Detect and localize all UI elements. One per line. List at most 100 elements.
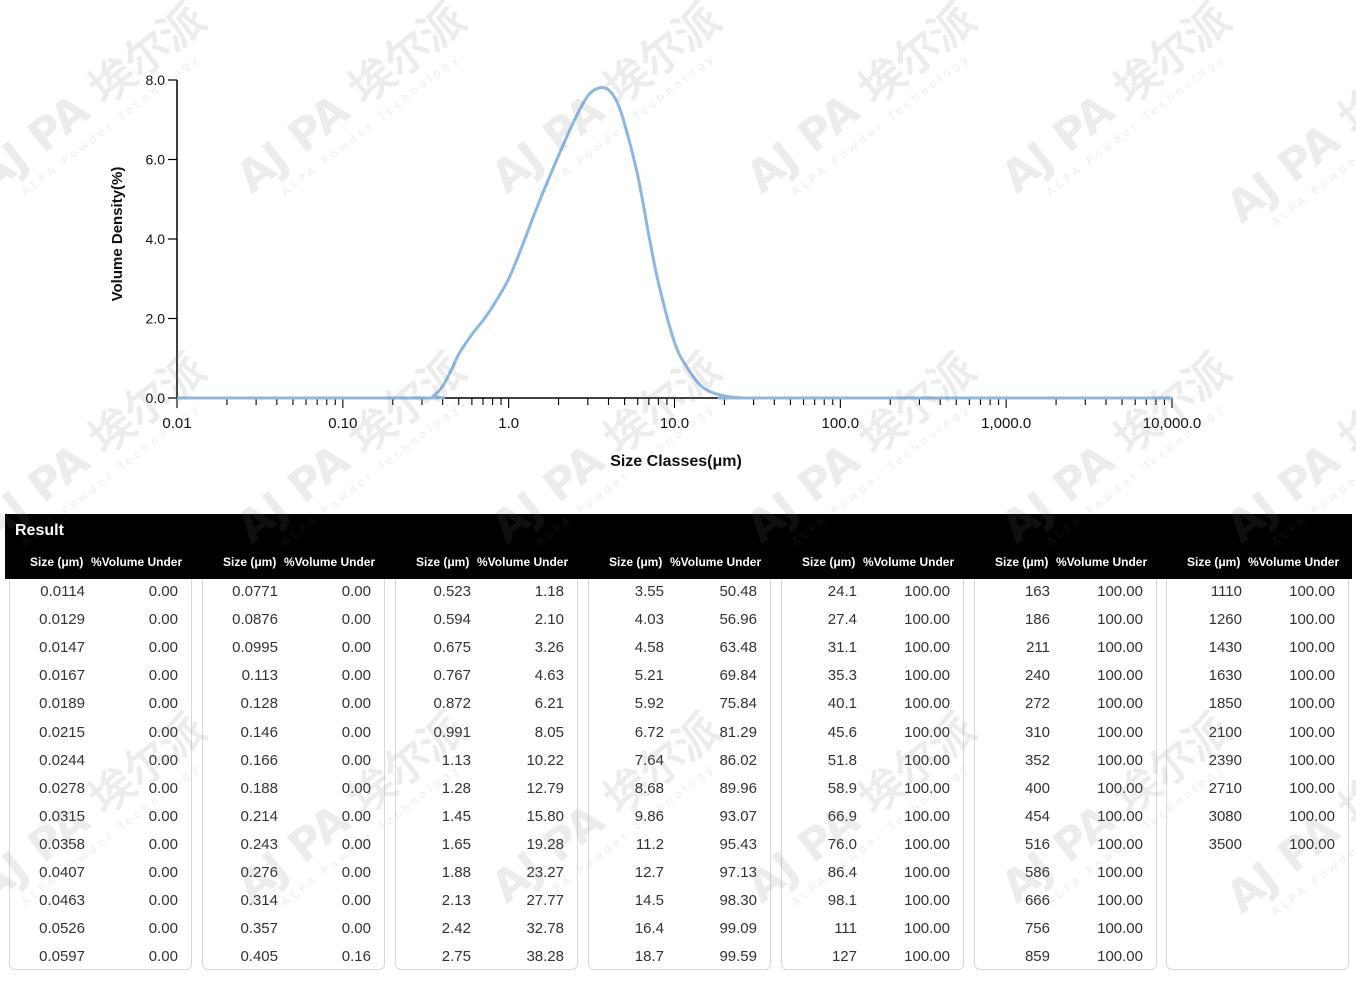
table-row: 454 100.00	[975, 804, 1156, 832]
table-row: 86.4 100.00	[782, 860, 963, 888]
volume-under-cell: 38.28	[526, 948, 564, 966]
volume-under-cell: 8.05	[534, 723, 564, 741]
size-cell: 0.0147	[39, 639, 85, 657]
table-row: 0.214 0.00	[203, 804, 384, 832]
table-row: 0.523 1.18	[396, 579, 577, 607]
size-cell: 98.1	[827, 892, 857, 910]
result-column-group: 0.0114 0.00 0.0129 0.00 0.0147 0.00 0.0167 0.00…	[9, 579, 192, 970]
volume-under-cell: 4.63	[534, 667, 564, 685]
volume-under-cell: 0.00	[148, 864, 178, 881]
table-row: 111 100.00	[782, 916, 963, 944]
size-cell: 16.4	[634, 920, 664, 938]
volume-under-cell: 100.00	[904, 864, 950, 881]
x-axis-label: Size Classes(μm)	[610, 453, 742, 470]
table-row: 0.166 0.00	[203, 748, 384, 776]
table-row: 0.872 6.21	[396, 691, 577, 719]
volume-density-chart: 0.0 2.0 4.0 6.0 8.0 0.01 0.10 1.0 10.0 100.0 1,000…	[109, 72, 1201, 470]
table-row: 352 100.00	[975, 748, 1156, 776]
size-cell: 18.7	[634, 948, 664, 966]
size-cell: 0.405	[240, 948, 278, 966]
result-column-group: 0.523 1.18 0.594 2.10 0.675 3.26 0.767 4.63 0.87…	[395, 579, 578, 970]
table-row: 0.128 0.00	[203, 691, 384, 719]
table-row: 0.991 8.05	[396, 720, 577, 748]
size-cell: 4.03	[634, 611, 664, 629]
table-row: 1.13 10.22	[396, 748, 577, 776]
volume-under-cell: 100.00	[1289, 807, 1335, 825]
volume-under-cell: 0.00	[341, 611, 371, 629]
x-tick-label: 0.01	[162, 415, 191, 432]
table-row: 0.0315 0.00	[10, 804, 191, 832]
size-cell: 2.42	[441, 920, 471, 938]
table-row: 0.594 2.10	[396, 607, 577, 635]
size-cell: 0.0315	[39, 807, 85, 825]
table-row: 0.0995 0.00	[203, 635, 384, 663]
table-row: 859 100.00	[975, 944, 1156, 972]
result-column-group: 1110 100.00 1260 100.00 1430 100.00 1630 100.00…	[1166, 579, 1349, 970]
table-row: 0.0215 0.00	[10, 720, 191, 748]
volume-column-header: %Volume Under	[863, 555, 955, 569]
volume-under-cell: 100.00	[1289, 779, 1335, 797]
result-header-bar: Result	[5, 514, 1352, 548]
x-tick-label: 10.0	[660, 415, 689, 432]
volume-column-header: %Volume Under	[1056, 555, 1148, 569]
volume-under-cell: 23.27	[526, 864, 564, 881]
volume-under-cell: 100.00	[1097, 695, 1143, 713]
table-row: 1.28 12.79	[396, 776, 577, 804]
volume-under-cell: 100.00	[1097, 723, 1143, 741]
size-cell: 666	[1024, 892, 1050, 910]
table-row: 2.42 32.78	[396, 916, 577, 944]
table-row: 186 100.00	[975, 607, 1156, 635]
volume-under-cell: 12.79	[526, 779, 564, 797]
volume-under-cell: 100.00	[1289, 639, 1335, 657]
size-cell: 1850	[1208, 695, 1242, 713]
volume-under-cell: 0.00	[341, 723, 371, 741]
volume-column-header: %Volume Under	[1248, 555, 1340, 569]
volume-under-cell: 100.00	[904, 948, 950, 966]
volume-under-cell: 0.00	[341, 639, 371, 657]
x-tick-label: 10,000.0	[1143, 415, 1201, 432]
volume-under-cell: 100.00	[904, 807, 950, 825]
table-row: 12.7 97.13	[589, 860, 770, 888]
table-row: 0.0463 0.00	[10, 888, 191, 916]
volume-under-cell: 0.00	[148, 583, 178, 600]
volume-under-cell: 100.00	[904, 920, 950, 938]
size-cell: 2.13	[441, 892, 471, 910]
size-cell: 1.45	[441, 807, 471, 825]
size-cell: 2100	[1208, 723, 1242, 741]
volume-under-cell: 100.00	[904, 667, 950, 685]
size-cell: 0.0876	[232, 611, 278, 629]
volume-under-cell: 0.00	[341, 583, 371, 600]
size-cell: 0.0129	[39, 611, 85, 629]
size-cell: 3080	[1208, 807, 1242, 825]
volume-under-cell: 100.00	[1097, 948, 1143, 966]
size-column-header: Size (μm)	[609, 555, 663, 569]
size-cell: 2710	[1208, 779, 1242, 797]
volume-under-cell: 98.30	[719, 892, 757, 910]
volume-under-cell: 100.00	[904, 639, 950, 657]
size-cell: 7.64	[634, 751, 664, 769]
size-column-header: Size (μm)	[30, 555, 84, 569]
size-cell: 5.21	[634, 667, 664, 685]
table-row: 1.65 19.28	[396, 832, 577, 860]
volume-under-cell: 0.00	[148, 611, 178, 629]
size-cell: 11.2	[635, 835, 664, 853]
size-cell: 186	[1024, 611, 1050, 629]
volume-under-cell: 100.00	[1289, 835, 1335, 853]
size-cell: 2390	[1208, 751, 1242, 769]
volume-under-cell: 0.00	[341, 667, 371, 685]
volume-under-cell: 86.02	[719, 751, 757, 769]
size-column-header: Size (μm)	[223, 555, 277, 569]
size-cell: 40.1	[827, 695, 857, 713]
volume-under-cell: 100.00	[1289, 751, 1335, 769]
volume-under-cell: 1.18	[534, 583, 564, 600]
table-row: 400 100.00	[975, 776, 1156, 804]
table-row: 0.0278 0.00	[10, 776, 191, 804]
size-cell: 240	[1024, 667, 1050, 685]
size-cell: 0.594	[433, 611, 471, 629]
table-row: 4.58 63.48	[589, 635, 770, 663]
size-cell: 0.872	[433, 695, 471, 713]
size-cell: 86.4	[827, 864, 857, 881]
volume-column-header: %Volume Under	[91, 555, 183, 569]
volume-under-cell: 81.29	[719, 723, 757, 741]
volume-under-cell: 0.00	[148, 892, 178, 910]
